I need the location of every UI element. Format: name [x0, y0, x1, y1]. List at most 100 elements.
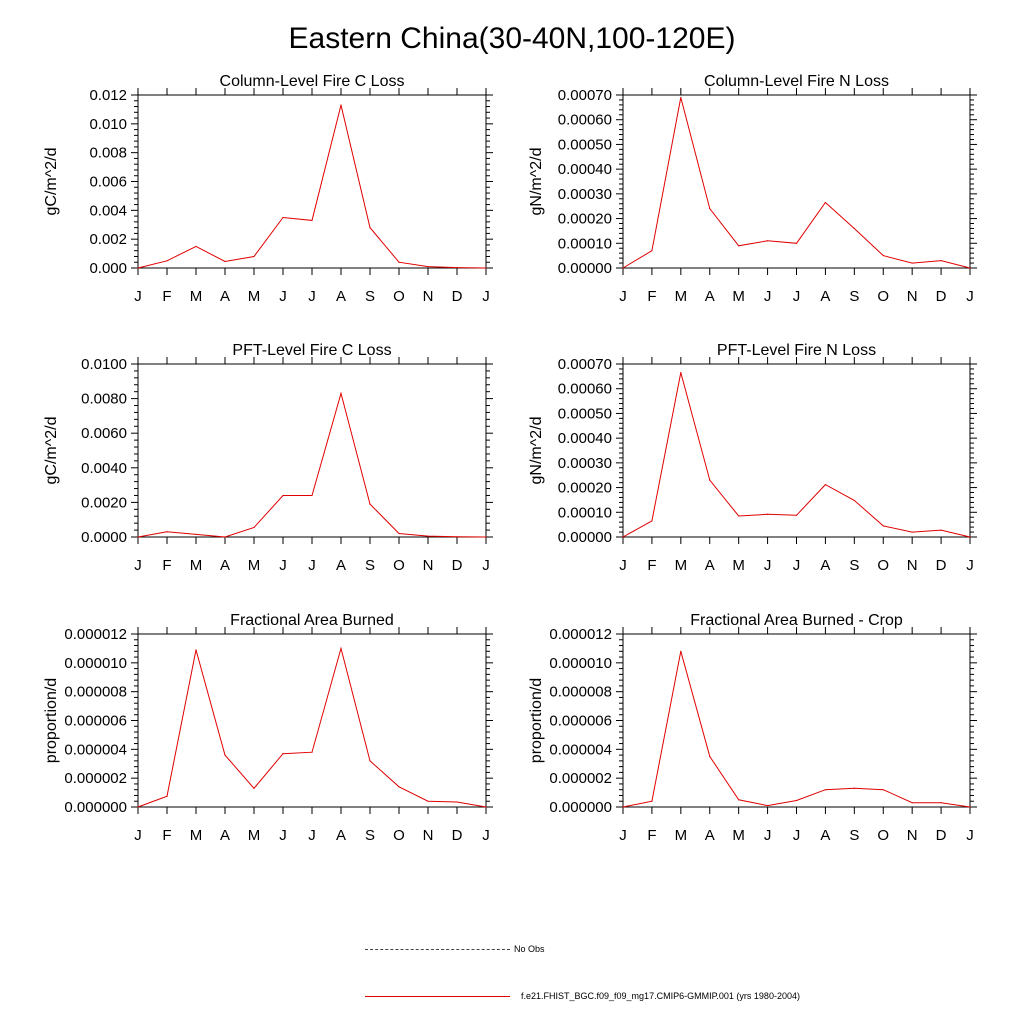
- data-point: [253, 526, 255, 529]
- data-point: [311, 751, 313, 753]
- x-tick-label: O: [877, 827, 889, 844]
- data-point: [911, 802, 913, 804]
- x-tick-label: J: [764, 557, 772, 574]
- x-tick-label: J: [793, 557, 801, 574]
- data-point: [311, 494, 313, 497]
- x-tick-label: S: [849, 557, 859, 574]
- x-tick-label: F: [162, 827, 171, 844]
- x-tick-label: J: [764, 288, 772, 305]
- data-point: [766, 804, 769, 807]
- x-tick-label: J: [966, 288, 974, 305]
- x-tick-label: J: [764, 827, 772, 844]
- y-axis-label: proportion/d: [43, 678, 60, 763]
- chart-title: PFT-Level Fire C Loss: [232, 342, 391, 359]
- data-point: [882, 255, 884, 257]
- y-tick-label: 0.00040: [558, 430, 612, 447]
- x-tick-label: M: [248, 557, 261, 574]
- y-tick-label: 0.0020: [81, 494, 127, 511]
- x-tick-label: D: [452, 827, 463, 844]
- data-point: [282, 753, 284, 755]
- chart-panel: PFT-Level Fire N Loss gN/m^2/d 0.00000 0.00…: [528, 342, 977, 574]
- series-line: [137, 391, 487, 538]
- data-point: [166, 795, 168, 797]
- y-tick-label: 0.00070: [558, 87, 612, 104]
- x-tick-label: M: [190, 557, 203, 574]
- y-tick-label: 0.0100: [81, 356, 127, 373]
- x-tick-label: J: [793, 827, 801, 844]
- x-tick-label: M: [732, 827, 745, 844]
- data-point: [680, 96, 682, 99]
- x-tick-label: O: [393, 288, 405, 305]
- no-obs-legend-label: No Obs: [514, 944, 545, 954]
- data-point: [651, 520, 653, 522]
- model-legend-line: [365, 996, 510, 997]
- x-tick-label: J: [482, 288, 490, 305]
- plot-frame: [137, 633, 487, 808]
- x-tick-label: N: [907, 288, 918, 305]
- data-point: [911, 531, 913, 533]
- chart-title: PFT-Level Fire N Loss: [717, 342, 876, 359]
- data-point: [398, 786, 400, 788]
- series-line: [622, 97, 971, 269]
- data-point: [853, 499, 855, 502]
- x-tick-label: J: [134, 827, 142, 844]
- y-tick-label: 0.00040: [558, 161, 612, 178]
- chart-title: Column-Level Fire N Loss: [704, 73, 889, 90]
- chart-title: Fractional Area Burned - Crop: [690, 612, 903, 629]
- x-tick-label: D: [936, 557, 947, 574]
- x-tick-label: A: [820, 288, 830, 305]
- x-tick-label: M: [675, 557, 688, 574]
- data-point: [824, 789, 827, 791]
- data-point: [795, 514, 798, 516]
- series-line: [622, 372, 971, 538]
- x-tick-label: F: [647, 827, 656, 844]
- data-point: [166, 260, 168, 262]
- x-tick-label: S: [365, 288, 375, 305]
- data-point: [622, 806, 624, 808]
- x-tick-label: A: [705, 827, 715, 844]
- x-tick-label: A: [820, 827, 830, 844]
- x-tick-label: J: [134, 557, 142, 574]
- y-tick-label: 0.000002: [64, 770, 127, 787]
- data-point: [224, 260, 226, 263]
- y-axis-label: gC/m^2/d: [43, 148, 60, 216]
- y-tick-label: 0.00020: [558, 211, 612, 228]
- data-point: [282, 494, 284, 497]
- y-tick-label: 0.00000: [558, 260, 612, 277]
- x-tick-label: D: [936, 827, 947, 844]
- data-point: [427, 265, 429, 268]
- x-tick-label: J: [308, 288, 316, 305]
- data-point: [398, 261, 400, 263]
- x-tick-label: A: [336, 827, 346, 844]
- x-tick-label: M: [190, 288, 203, 305]
- data-point: [738, 515, 740, 517]
- y-tick-label: 0.004: [89, 202, 127, 219]
- plot-frame: [622, 633, 971, 808]
- y-tick-label: 0.000010: [549, 655, 612, 672]
- data-point: [195, 533, 197, 536]
- data-point: [853, 227, 855, 230]
- data-point: [622, 536, 624, 538]
- data-point: [137, 536, 139, 538]
- y-axis-label: proportion/d: [528, 678, 545, 763]
- x-tick-label: F: [162, 557, 171, 574]
- data-point: [680, 372, 682, 374]
- series-line: [622, 651, 971, 808]
- x-tick-label: F: [162, 288, 171, 305]
- y-tick-label: 0.0080: [81, 391, 127, 408]
- x-tick-label: N: [423, 288, 434, 305]
- y-tick-label: 0.012: [89, 87, 127, 104]
- data-point: [485, 536, 487, 538]
- x-tick-label: J: [134, 288, 142, 305]
- y-tick-label: 0.000006: [64, 713, 127, 730]
- plot-frame: [622, 94, 971, 269]
- x-tick-label: J: [619, 557, 627, 574]
- data-point: [940, 529, 942, 531]
- data-point: [795, 799, 798, 802]
- y-axis-label: gN/m^2/d: [528, 417, 545, 485]
- x-tick-label: J: [482, 557, 490, 574]
- x-tick-label: J: [308, 557, 316, 574]
- plot-frame: [137, 94, 487, 269]
- x-tick-label: N: [907, 557, 918, 574]
- chart-panel: PFT-Level Fire C Loss gC/m^2/d 0.0000 0.002…: [43, 342, 493, 574]
